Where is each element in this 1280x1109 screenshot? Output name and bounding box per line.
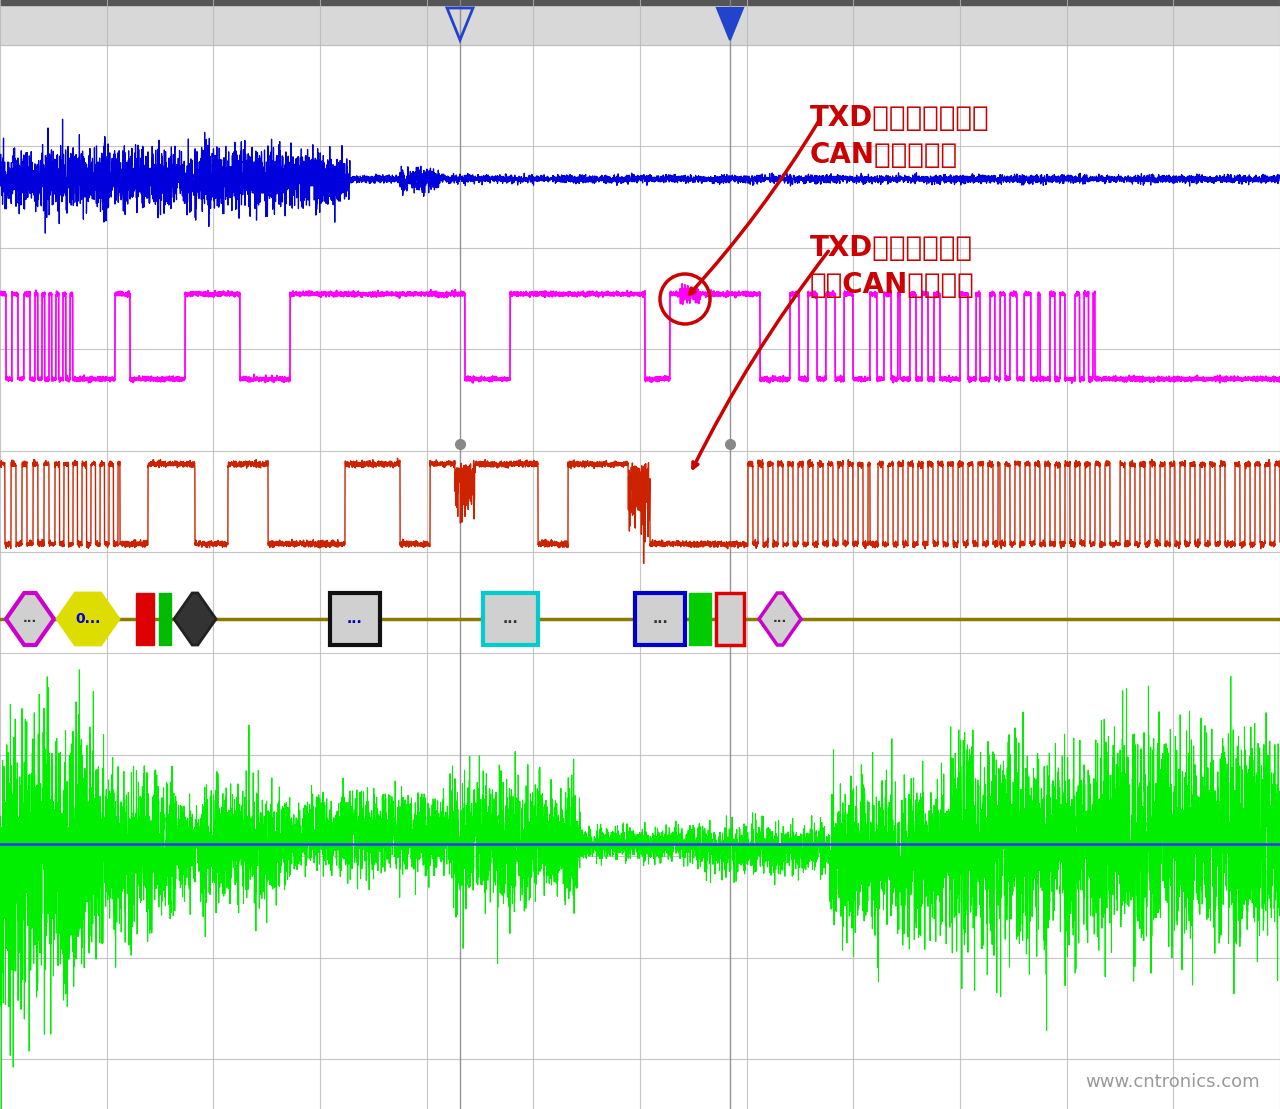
Polygon shape (717, 8, 742, 40)
Polygon shape (58, 593, 119, 645)
Bar (0, 0, 1280, 6)
Bar (716, 593, 744, 645)
Text: TXD出现噪声尖峰
时，CAN总线变化: TXD出现噪声尖峰 时，CAN总线变化 (810, 234, 975, 298)
Text: 0...: 0... (76, 612, 101, 625)
Bar (330, 593, 380, 645)
Text: ...: ... (347, 612, 362, 625)
Bar (136, 593, 154, 645)
Text: ...: ... (652, 612, 668, 625)
Text: ...: ... (773, 612, 787, 625)
Bar (0, 0, 1280, 45)
Bar (689, 593, 710, 645)
Polygon shape (174, 593, 216, 645)
Bar (483, 593, 538, 645)
Text: www.cntronics.com: www.cntronics.com (1085, 1074, 1260, 1091)
Bar (635, 593, 685, 645)
Polygon shape (6, 593, 54, 645)
Text: ...: ... (23, 612, 37, 625)
Text: ...: ... (502, 612, 518, 625)
Polygon shape (759, 593, 801, 645)
Text: TXD输出变为高时，
CAN总线未变化: TXD输出变为高时， CAN总线未变化 (810, 104, 989, 169)
Bar (159, 593, 172, 645)
